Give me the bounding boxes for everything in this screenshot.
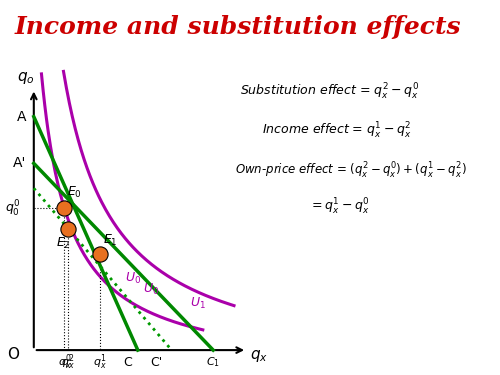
Text: $q_x^1$: $q_x^1$: [93, 353, 107, 372]
Text: $\it{Income\ effect}$ = $q_x^1 - q_x^2$: $\it{Income\ effect}$ = $q_x^1 - q_x^2$: [262, 122, 411, 141]
Text: $\it{Own\text{-}price\ effect}$ = $(q_x^2 - q_x^0) + (q_x^1 - q_x^2)$: $\it{Own\text{-}price\ effect}$ = $(q_x^…: [235, 161, 467, 181]
Text: $q_0^0$: $q_0^0$: [6, 198, 21, 219]
Point: [60, 206, 68, 212]
Text: $E_0$: $E_0$: [67, 185, 82, 200]
Text: $q_o$: $q_o$: [17, 69, 35, 86]
Text: $C_1$: $C_1$: [206, 356, 220, 369]
Text: C: C: [123, 356, 132, 369]
Text: $q_x$: $q_x$: [250, 348, 268, 364]
Text: 23: 23: [12, 52, 28, 62]
Text: $U_1$: $U_1$: [190, 296, 206, 310]
Text: $\it{Substitution\ effect}$ = $q_x^2 - q_x^0$: $\it{Substitution\ effect}$ = $q_x^2 - q…: [240, 82, 420, 102]
Text: $q_x^2$: $q_x^2$: [62, 353, 75, 372]
Text: $= q_x^1 - q_x^0$: $= q_x^1 - q_x^0$: [309, 197, 370, 217]
Text: A': A': [12, 156, 26, 170]
Text: $q_x^0$: $q_x^0$: [58, 353, 71, 372]
Point: [64, 226, 72, 232]
Text: C': C': [150, 356, 162, 369]
Point: [96, 251, 104, 257]
Text: O: O: [7, 347, 19, 362]
Text: $U_0$: $U_0$: [125, 271, 141, 286]
Text: A: A: [16, 110, 26, 124]
Text: $E_2$: $E_2$: [56, 236, 70, 252]
Text: Income and substitution effects: Income and substitution effects: [15, 15, 462, 39]
Text: $U_0$: $U_0$: [143, 282, 159, 297]
Text: $E_1$: $E_1$: [102, 233, 118, 248]
